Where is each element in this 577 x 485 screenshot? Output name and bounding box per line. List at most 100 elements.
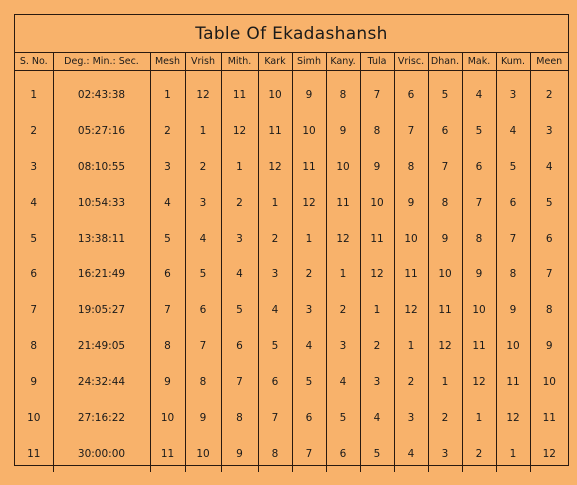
table-cell: 2 — [428, 400, 463, 436]
table-cell: 4 — [15, 184, 54, 221]
table-cell: 4 — [545, 160, 553, 173]
table-cell: 7 — [462, 184, 497, 221]
table-cell: 11 — [150, 435, 186, 472]
table-cell: 12 — [542, 447, 556, 460]
table-cell: 9 — [360, 148, 395, 185]
table-cell: 7 — [545, 268, 553, 281]
table-cell: 2 — [292, 256, 327, 293]
table-cell: 6 — [185, 292, 222, 329]
table-cell: 12 — [221, 112, 259, 149]
ekadashansh-table: S. No. Deg.: Min.: Sec. Mesh Vrish Mith.… — [15, 53, 568, 472]
table-cell: 3 — [221, 220, 259, 257]
table-cell: 9 — [292, 70, 327, 113]
table-cell: 9 — [462, 256, 497, 293]
table-cell: 8 — [360, 112, 395, 149]
table-cell: 7 — [258, 400, 293, 436]
table-cell: 7 — [292, 435, 327, 472]
col-header: Mak. — [462, 53, 497, 71]
table-cell: 2 — [462, 435, 497, 472]
header-row: S. No. Deg.: Min.: Sec. Mesh Vrish Mith.… — [15, 53, 568, 71]
table-cell: 10 — [394, 220, 429, 257]
table-cell: 11 — [462, 328, 497, 365]
col-header: Kany. — [326, 53, 361, 71]
table-cell: 2 — [394, 364, 429, 401]
table-cell: 12 — [496, 400, 531, 436]
table-cell: 1 — [462, 400, 497, 436]
table-cell: 4 — [150, 184, 186, 221]
table-cell: 8 — [462, 220, 497, 257]
table-cell: 1 — [15, 70, 54, 113]
table-cell: 19:05:27 — [53, 292, 151, 329]
table-cell: 5 — [462, 112, 497, 149]
table-cell: 6 — [462, 148, 497, 185]
table-cell: 1 — [292, 220, 327, 257]
table-cell: 7 — [185, 328, 222, 365]
table-row: 5 13:38:11 5 4 3 2 1 12 11 10 9 8 7 6 — [15, 220, 568, 257]
table-cell: 1 — [221, 148, 259, 185]
table-cell: 3 — [326, 328, 361, 365]
table-cell: 10 — [185, 435, 222, 472]
table-row: 7 19:05:27 7 6 5 4 3 2 1 12 11 10 9 8 — [15, 292, 568, 329]
table-cell: 13:38:11 — [53, 220, 151, 257]
col-header: Mesh — [150, 53, 186, 71]
table-cell: 5 — [221, 292, 259, 329]
table-cell: 9 — [428, 220, 463, 257]
col-header: Deg.: Min.: Sec. — [53, 53, 151, 71]
table-cell: 6 — [15, 256, 54, 293]
table-cell: 3 — [545, 124, 553, 137]
table-cell: 1 — [185, 112, 222, 149]
table-cell: 5 — [428, 70, 463, 113]
table-cell: 3 — [292, 292, 327, 329]
table-cell: 2 — [360, 328, 395, 365]
table-cell: 10 — [428, 256, 463, 293]
table-cell: 1 — [496, 435, 531, 472]
table-title: Table Of Ekadashansh — [15, 15, 568, 53]
table-cell: 5 — [496, 148, 531, 185]
table-cell: 1 — [326, 256, 361, 293]
col-header: Meen — [530, 53, 568, 71]
table-cell: 3 — [428, 435, 463, 472]
table-cell: 7 — [150, 292, 186, 329]
table-cell: 12 — [292, 184, 327, 221]
table-cell: 12 — [185, 70, 222, 113]
col-header: Tula — [360, 53, 395, 71]
table-cell: 10 — [258, 70, 293, 113]
table-cell: 10 — [292, 112, 327, 149]
table-cell: 5 — [360, 435, 395, 472]
table-cell: 7 — [221, 364, 259, 401]
table-cell: 8 — [326, 70, 361, 113]
table-cell: 10 — [496, 328, 531, 365]
table-cell: 9 — [15, 364, 54, 401]
table-cell: 7 — [394, 112, 429, 149]
table-cell: 6 — [545, 232, 553, 245]
table-cell: 4 — [185, 220, 222, 257]
table-cell: 5 — [150, 220, 186, 257]
table-cell: 5 — [292, 364, 327, 401]
table-cell: 1 — [258, 184, 293, 221]
table-cell: 11 — [542, 411, 556, 424]
table-cell: 10 — [360, 184, 395, 221]
table-cell: 3 — [394, 400, 429, 436]
table-cell: 3 — [496, 70, 531, 113]
table-cell: 3 — [150, 148, 186, 185]
table-cell: 10 — [542, 376, 556, 389]
table-row: 4 10:54:33 4 3 2 1 12 11 10 9 8 7 6 5 — [15, 184, 568, 221]
table-cell: 10 — [15, 400, 54, 436]
table-cell: 02:43:38 — [53, 70, 151, 113]
table-cell: 4 — [496, 112, 531, 149]
table-cell: 1 — [394, 328, 429, 365]
col-header: Dhan. — [428, 53, 463, 71]
ekadashansh-table-frame: Table Of Ekadashansh S. No. Deg.: Min.: … — [14, 14, 569, 472]
table-cell: 2 — [15, 112, 54, 149]
table-cell: 6 — [394, 70, 429, 113]
table-cell: 7 — [360, 70, 395, 113]
table-cell: 8 — [258, 435, 293, 472]
table-cell: 11 — [360, 220, 395, 257]
table-cell: 6 — [258, 364, 293, 401]
table-cell: 9 — [394, 184, 429, 221]
table-cell: 16:21:49 — [53, 256, 151, 293]
table-cell: 27:16:22 — [53, 400, 151, 436]
table-cell: 2 — [150, 112, 186, 149]
col-header: Mith. — [221, 53, 259, 71]
table-cell: 12 — [428, 328, 463, 365]
